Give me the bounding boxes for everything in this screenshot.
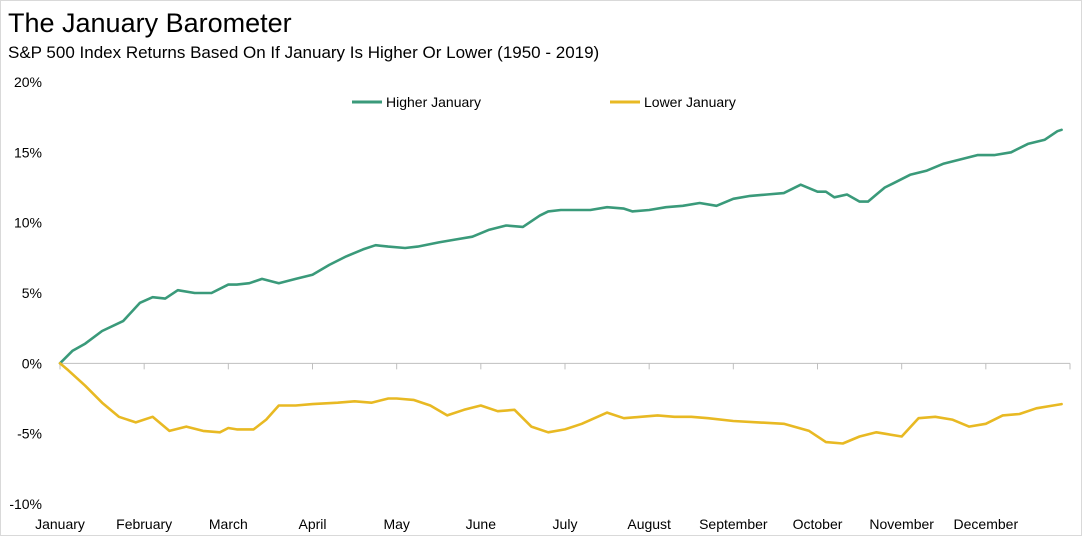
y-tick-label: 20% xyxy=(14,74,42,90)
x-tick-label: May xyxy=(383,516,409,532)
series-line-lower-january xyxy=(58,361,1063,445)
x-axis: January February March April May June July Augu… xyxy=(35,362,1071,532)
x-tick-label: August xyxy=(627,516,671,532)
chart-title: The January Barometer xyxy=(8,8,292,38)
legend-label-lower-january: Lower January xyxy=(644,94,736,110)
x-tick-label: June xyxy=(466,516,497,532)
x-tick-label: October xyxy=(793,516,843,532)
y-tick-label: -10% xyxy=(9,496,42,512)
series-group xyxy=(58,128,1063,445)
y-axis: 20% 15% 10% 5% 0% -5% -10% xyxy=(9,74,42,512)
legend: Higher January Lower January xyxy=(352,94,736,110)
legend-label-higher-january: Higher January xyxy=(386,94,481,110)
y-tick-label: 5% xyxy=(22,285,42,301)
x-tick-label: December xyxy=(954,516,1019,532)
y-tick-label: 10% xyxy=(14,215,42,231)
x-tick-label: September xyxy=(699,516,768,532)
series-line-higher-january xyxy=(58,128,1063,365)
y-tick-label: 15% xyxy=(14,144,42,160)
x-tick-label: November xyxy=(869,516,934,532)
x-tick-label: July xyxy=(553,516,578,532)
x-tick-label: April xyxy=(298,516,326,532)
x-tick-label: January xyxy=(35,516,85,532)
y-tick-label: 0% xyxy=(22,355,42,371)
x-tick-label: March xyxy=(209,516,248,532)
x-tick-label: February xyxy=(116,516,172,532)
chart-subtitle: S&P 500 Index Returns Based On If Januar… xyxy=(8,43,600,62)
y-tick-label: -5% xyxy=(17,426,42,442)
